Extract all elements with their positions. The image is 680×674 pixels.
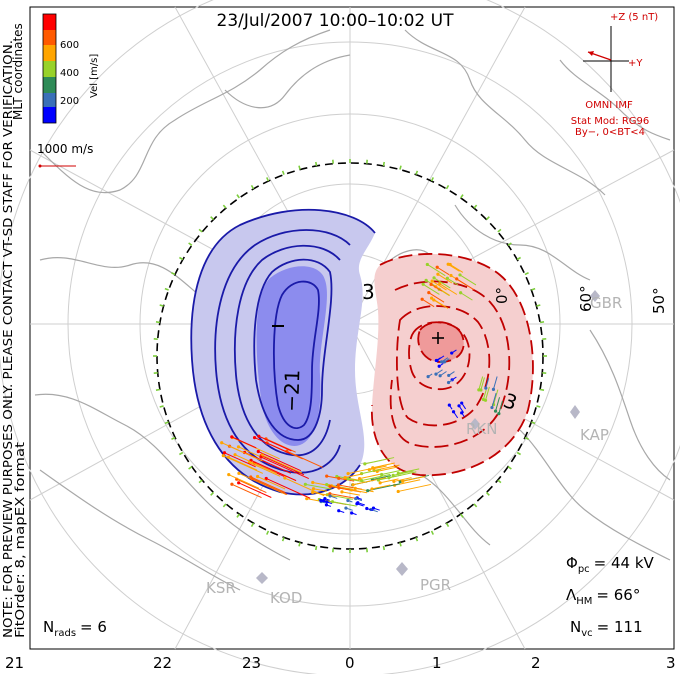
lat-label-70-partial: 0° <box>493 287 511 304</box>
mlt-tick-2: 2 <box>531 654 541 672</box>
stat-n-rads: Nrads = 6 <box>43 618 107 639</box>
imf-y-label: +Y <box>628 58 643 69</box>
neg-contour-label: −21 <box>279 369 304 412</box>
velocity-vectors <box>220 262 503 516</box>
coastlines <box>34 29 671 591</box>
hm-boundary-ticks <box>153 159 547 553</box>
mlt-tick-0: 0 <box>345 654 355 672</box>
scale-vector <box>38 164 76 168</box>
scale-label: 1000 m/s <box>37 142 93 156</box>
station-rkn: RKN <box>466 420 497 438</box>
lat-label-50: 50° <box>650 287 668 314</box>
imf-clock-dial <box>583 26 629 92</box>
fitorder-note: FitOrder: 8, mapEX format <box>13 442 27 638</box>
mlt-tick-23: 23 <box>242 654 261 672</box>
station-gbr: GBR <box>590 294 622 312</box>
negative-cell-core <box>256 266 327 446</box>
mlt-tick-22: 22 <box>153 654 172 672</box>
mlt-tick-1: 1 <box>432 654 442 672</box>
mlt-tick-3: 3 <box>666 654 676 672</box>
station-ksr: KSR <box>206 579 236 597</box>
mlt-coordinates-label: MLT coordinates <box>11 23 25 120</box>
station-pgr: PGR <box>420 576 451 594</box>
stat-model: Stat Mod: RG96 <box>571 116 650 127</box>
colorbar-label: Vel [m/s] <box>89 54 100 98</box>
stat-phi-pc: Φpc = 44 kV <box>566 554 655 575</box>
colorbar-tick-200: 200 <box>60 96 79 107</box>
stat-n-vc: Nvc = 111 <box>570 618 643 639</box>
imf-source: OMNI IMF <box>585 100 633 111</box>
pos-contour-label-1: 3 <box>362 280 375 304</box>
colorbar <box>42 13 57 124</box>
station-markers <box>256 290 600 584</box>
colorbar-tick-400: 400 <box>60 68 79 79</box>
stat-lambda-hm: ΛHM = 66° <box>566 586 640 607</box>
station-kap: KAP <box>580 426 609 444</box>
preview-note: NOTE: FOR PREVIEW PURPOSES ONLY. PLEASE … <box>1 40 15 638</box>
potential-max-marker <box>432 332 444 344</box>
mlt-axis: 21 22 23 0 1 2 3 <box>5 654 676 672</box>
lat-label-60: 60° <box>577 285 595 312</box>
colorbar-tick-600: 600 <box>60 40 79 51</box>
station-kod: KOD <box>270 589 302 607</box>
mlt-tick-21: 21 <box>5 654 24 672</box>
positive-contours <box>370 253 534 477</box>
imf-z-label: +Z (5 nT) <box>610 12 658 23</box>
plot-frame <box>29 6 675 650</box>
stat-model-condition: By−, 0<BT<4 <box>575 127 645 138</box>
plot-title: 23/Jul/2007 10:00–10:02 UT <box>217 11 455 31</box>
